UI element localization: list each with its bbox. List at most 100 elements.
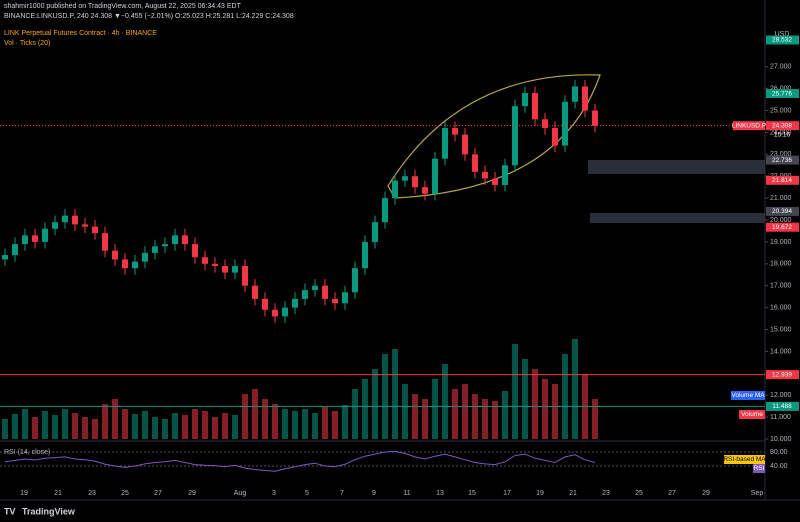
candle-body bbox=[52, 222, 58, 229]
candle-body bbox=[412, 176, 418, 188]
symbol-tag: LINKUSD.P bbox=[732, 122, 766, 129]
symbol-tag-bg bbox=[733, 121, 765, 131]
x-tick-label: 29 bbox=[188, 490, 196, 497]
candle-body bbox=[232, 266, 238, 273]
candle-body bbox=[562, 101, 568, 146]
volume-bar bbox=[452, 389, 458, 439]
volume-tag-bg bbox=[739, 410, 765, 419]
candle-body bbox=[292, 298, 298, 308]
price-label-bg bbox=[766, 370, 799, 380]
zone bbox=[588, 160, 765, 174]
candle-body bbox=[492, 178, 498, 185]
volume-bar bbox=[372, 369, 378, 439]
volume-bar bbox=[142, 411, 148, 439]
y-tick-label: 12.000 bbox=[770, 392, 792, 399]
candle-body bbox=[202, 257, 208, 264]
price-label: 24.308 bbox=[772, 122, 792, 129]
volume-bar bbox=[72, 413, 78, 439]
volume-bar bbox=[22, 409, 28, 439]
candle-body bbox=[112, 250, 118, 260]
candle-body bbox=[332, 298, 338, 304]
candle-body bbox=[92, 226, 98, 234]
x-tick-label: 17 bbox=[503, 490, 511, 497]
candle-body bbox=[462, 134, 468, 155]
volume-bar bbox=[402, 384, 408, 439]
x-tick-label: 5 bbox=[305, 490, 309, 497]
y-tick-label: 14.000 bbox=[770, 348, 792, 355]
rsi-ma-tag-bg bbox=[724, 455, 765, 464]
price-label-bg bbox=[766, 206, 799, 216]
candle-body bbox=[272, 309, 278, 317]
y-tick-label: 40.00 bbox=[770, 463, 788, 470]
contract: LINK Perpetual Futures Contract · 4h · B… bbox=[4, 30, 157, 37]
candle-body bbox=[32, 235, 38, 242]
candle-body bbox=[302, 290, 308, 299]
candle-body bbox=[222, 266, 228, 273]
x-tick-label: 23 bbox=[602, 490, 610, 497]
price-label-bg bbox=[766, 121, 799, 131]
volume-bar bbox=[52, 415, 58, 439]
volume-bar bbox=[12, 414, 18, 439]
volume-study: Vol · Ticks (20) bbox=[4, 40, 50, 47]
candle-body bbox=[72, 215, 78, 225]
volume-bar bbox=[2, 419, 8, 439]
volume-bar bbox=[442, 364, 448, 439]
volume-bar bbox=[252, 389, 258, 439]
volume-bar bbox=[332, 411, 338, 439]
candle-body bbox=[152, 246, 158, 253]
candle-body bbox=[382, 198, 388, 223]
x-tick-label: 13 bbox=[436, 490, 444, 497]
volume-bar bbox=[562, 354, 568, 439]
volume-bar bbox=[342, 405, 348, 439]
price-label-bg bbox=[766, 155, 799, 165]
candle-body bbox=[422, 187, 428, 194]
volume-bar bbox=[112, 399, 118, 439]
candle-body bbox=[512, 106, 518, 166]
volume-bar bbox=[132, 414, 138, 439]
y-tick-label: 17.000 bbox=[770, 283, 792, 290]
rsi-tag: RSI bbox=[754, 465, 765, 472]
x-tick-label: 27 bbox=[154, 490, 162, 497]
x-tick-label: 25 bbox=[635, 490, 643, 497]
x-tick-label: 27 bbox=[668, 490, 676, 497]
x-tick-label: 3 bbox=[272, 490, 276, 497]
volume-bar bbox=[392, 349, 398, 439]
price-label: 25.776 bbox=[772, 90, 792, 97]
volume-bar bbox=[152, 417, 158, 439]
candle-body bbox=[42, 228, 48, 242]
volume-bar bbox=[572, 339, 578, 439]
volume-bar bbox=[592, 399, 598, 439]
y-tick-label: 11.000 bbox=[770, 414, 791, 421]
candle-body bbox=[522, 93, 528, 107]
y-tick-label: 18.000 bbox=[770, 261, 792, 268]
candle-body bbox=[322, 285, 328, 299]
candle-body bbox=[182, 235, 188, 245]
x-tick-label: 11 bbox=[403, 490, 410, 497]
candle-body bbox=[372, 222, 378, 242]
y-tick-label: 19.000 bbox=[770, 239, 792, 246]
price-label-bg bbox=[766, 401, 799, 411]
price-label: 22.736 bbox=[772, 157, 792, 164]
candle-body bbox=[62, 215, 68, 223]
price-label: 12.939 bbox=[772, 371, 792, 378]
candle-body bbox=[472, 154, 478, 172]
volume-bar bbox=[302, 409, 308, 439]
volume-bar bbox=[222, 413, 228, 439]
candle-body bbox=[2, 255, 8, 260]
y-tick-label: 16.000 bbox=[770, 304, 792, 311]
candle-body bbox=[502, 165, 508, 185]
price-label: 28.532 bbox=[772, 37, 792, 44]
candle-body bbox=[432, 158, 438, 194]
candle-body bbox=[542, 119, 548, 129]
price-label: 20.394 bbox=[772, 208, 792, 215]
volume-bar bbox=[242, 394, 248, 439]
volume-tag: Volume bbox=[741, 411, 763, 418]
brand: TradingView bbox=[22, 506, 76, 516]
y-tick-label: 25.000 bbox=[770, 107, 792, 114]
volume-bar bbox=[262, 399, 268, 439]
rsi-line bbox=[4, 450, 596, 472]
volume-ma-tag-bg bbox=[731, 391, 765, 400]
y-tick-label: 80.00 bbox=[770, 449, 788, 456]
candle-body bbox=[12, 244, 18, 256]
